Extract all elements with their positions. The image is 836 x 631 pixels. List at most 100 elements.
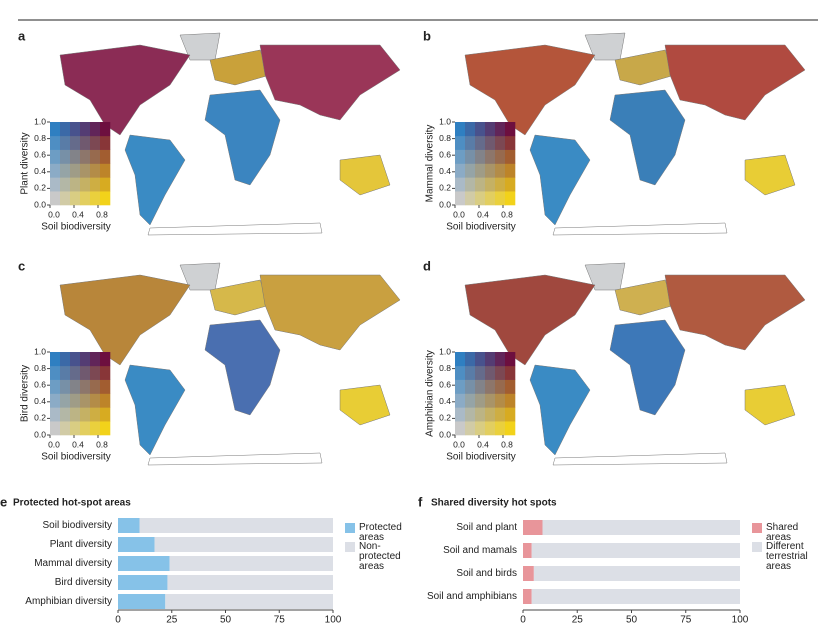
category-label: Mammal diversity — [34, 558, 112, 569]
legend-cell — [100, 122, 111, 137]
legend-cell — [475, 177, 486, 192]
legend-cell — [475, 352, 486, 367]
category-label: Soil and amphibians — [427, 591, 517, 602]
legend-cell — [80, 149, 91, 164]
bar-segment — [523, 589, 532, 604]
legend-cell — [475, 393, 486, 408]
legend-cell — [100, 393, 111, 408]
legend-cell — [60, 149, 71, 164]
category-label: Soil and birds — [456, 568, 517, 579]
legend-cell — [50, 393, 61, 408]
legend-cell — [80, 177, 91, 192]
legend-cell — [70, 393, 81, 408]
legend-cell — [455, 407, 466, 422]
y-tick-label: 1.0 — [34, 346, 46, 356]
legend-swatch — [752, 523, 762, 533]
legend-cell — [90, 135, 101, 150]
legend-cell — [455, 379, 466, 394]
x-tick-label: 0.8 — [501, 439, 513, 449]
legend-cell — [485, 393, 496, 408]
category-label: Amphibian diversity — [25, 596, 112, 607]
legend-cell — [80, 393, 91, 408]
legend-cell — [455, 163, 466, 178]
legend-cell — [70, 177, 81, 192]
legend-label: Shared areas — [766, 522, 799, 543]
legend-cell — [465, 135, 476, 150]
x-tick-label: 0.0 — [453, 439, 465, 449]
legend-cell — [70, 191, 81, 206]
legend-cell — [60, 177, 71, 192]
legend-cell — [80, 191, 91, 206]
y-tick-label: 1.0 — [439, 346, 451, 356]
legend-cell — [465, 191, 476, 206]
bar-segment — [533, 566, 740, 581]
bar-segment — [531, 589, 740, 604]
legend-label: Different terrestrial areas — [766, 541, 808, 572]
legend-cell — [50, 365, 61, 380]
legend-cell — [485, 421, 496, 436]
legend-cell — [100, 135, 111, 150]
legend-cell — [485, 149, 496, 164]
legend-cell — [90, 421, 101, 436]
category-label: Soil biodiversity — [43, 520, 112, 531]
bar-segment — [118, 594, 166, 609]
legend-cell — [60, 352, 71, 367]
legend-cell — [475, 163, 486, 178]
legend-cell — [495, 122, 506, 137]
legend-cell — [80, 135, 91, 150]
y-tick-label: 0.6 — [439, 149, 451, 159]
legend-cell — [495, 135, 506, 150]
legend-swatch — [345, 523, 355, 533]
legend-cell — [70, 163, 81, 178]
legend-cell — [60, 393, 71, 408]
y-tick-label: 0.2 — [34, 183, 46, 193]
legend-cell — [485, 352, 496, 367]
legend-cell — [455, 393, 466, 408]
x-tick-label: 25 — [572, 615, 584, 626]
legend-cell — [465, 122, 476, 137]
y-tick-label: 0.8 — [34, 363, 46, 373]
legend-cell — [455, 421, 466, 436]
legend-cell — [495, 163, 506, 178]
legend-cell — [100, 379, 111, 394]
legend-cell — [475, 407, 486, 422]
legend-cell — [50, 379, 61, 394]
y-tick-label: 0.0 — [439, 429, 451, 439]
legend-cell — [80, 163, 91, 178]
x-tick-label: 0.4 — [72, 439, 84, 449]
legend-cell — [495, 177, 506, 192]
panel-letter: f — [418, 494, 423, 509]
legend-cell — [70, 365, 81, 380]
legend-cell — [60, 122, 71, 137]
legend-cell — [50, 421, 61, 436]
y-tick-label: 0.8 — [439, 133, 451, 143]
legend-cell — [90, 352, 101, 367]
legend-cell — [505, 135, 516, 150]
legend-cell — [90, 365, 101, 380]
y-tick-label: 0.2 — [439, 183, 451, 193]
bar-segment — [118, 537, 155, 552]
legend-cell — [505, 393, 516, 408]
y-tick-label: 0.6 — [439, 379, 451, 389]
legend-cell — [505, 407, 516, 422]
y-tick-label: 0.4 — [34, 396, 46, 406]
legend-cell — [100, 365, 111, 380]
x-tick-label: 0 — [520, 615, 526, 626]
legend-cell — [465, 163, 476, 178]
legend-cell — [485, 407, 496, 422]
bar-segment — [169, 556, 333, 571]
bar-segment — [523, 566, 534, 581]
legend-label: Protected areas — [359, 522, 402, 543]
legend-label: Non-protected areas — [359, 541, 401, 572]
x-tick-label: 25 — [166, 615, 178, 626]
y-tick-label: 0.0 — [34, 199, 46, 209]
bar-segment — [165, 594, 333, 609]
bar-segment — [531, 543, 740, 558]
y-tick-label: 0.2 — [439, 413, 451, 423]
legend-cell — [465, 365, 476, 380]
legend-cell — [505, 177, 516, 192]
legend-cell — [50, 163, 61, 178]
legend-cell — [495, 393, 506, 408]
